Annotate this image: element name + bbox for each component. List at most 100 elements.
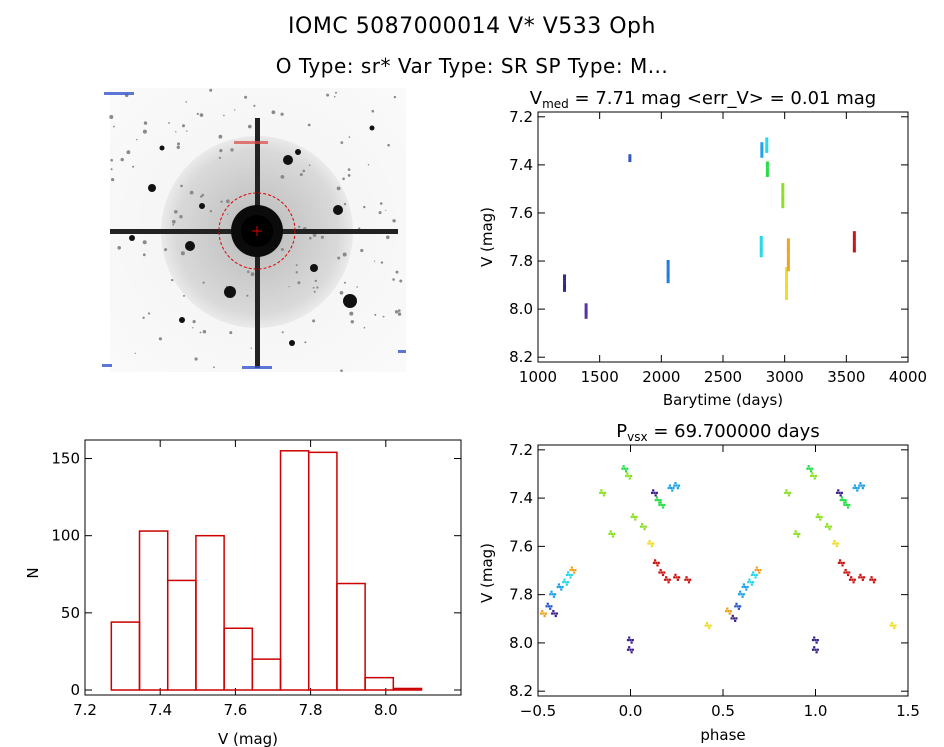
lightcurve-point	[781, 186, 785, 189]
lightcurve-point	[765, 150, 769, 153]
phased-point	[574, 569, 577, 572]
lightcurve-point	[628, 154, 632, 157]
lightcurve-point	[563, 276, 567, 279]
phased-point	[562, 581, 565, 584]
lightcurve-point	[786, 251, 790, 254]
lightcurve-point	[781, 198, 785, 201]
background-star	[177, 142, 180, 146]
phased-point	[806, 467, 809, 470]
phased-point	[629, 648, 632, 651]
phased-point	[599, 491, 602, 494]
phased-point	[784, 491, 787, 494]
phased-point	[729, 610, 732, 613]
phased-point	[848, 578, 852, 581]
phased-point	[659, 568, 662, 572]
phased-point	[709, 624, 712, 627]
phased-point	[787, 494, 790, 497]
background-star	[350, 320, 354, 324]
phased-point	[788, 491, 792, 494]
phased-point	[655, 491, 658, 494]
phased-point	[748, 578, 751, 581]
phased-point	[654, 494, 657, 497]
background-star	[339, 291, 344, 295]
background-star	[253, 104, 256, 107]
phased-point	[832, 542, 835, 545]
lightcurve-point	[785, 276, 789, 279]
phased-point	[552, 595, 555, 598]
lightcurve-xtick-label: 2500	[704, 368, 742, 386]
phased-point	[843, 571, 846, 574]
phased-point	[665, 576, 668, 579]
phased-point	[833, 539, 836, 543]
phased-point	[673, 576, 676, 579]
histogram-ytick-label: 0	[70, 681, 80, 699]
background-star	[378, 211, 382, 215]
background-star	[199, 331, 202, 334]
phased-point	[629, 474, 633, 478]
lightcurve-point	[584, 303, 588, 306]
phased-point	[750, 573, 754, 577]
lightcurve-point	[759, 245, 763, 248]
lightcurve-xtick-label: 2000	[642, 368, 680, 386]
phased-point	[728, 612, 731, 615]
background-star	[132, 165, 135, 168]
background-star	[136, 138, 138, 141]
lightcurve-point	[785, 296, 789, 299]
lightcurve-point	[785, 284, 789, 287]
phased-point	[601, 491, 604, 494]
phased-point	[816, 648, 819, 651]
lightcurve-point	[765, 167, 769, 170]
phased-point	[753, 573, 756, 577]
phased-point	[838, 491, 841, 494]
phased-point	[655, 496, 659, 499]
background-star	[227, 213, 229, 215]
lightcurve-point	[666, 275, 670, 278]
phased-ytick-label: 7.6	[509, 537, 533, 555]
phased-point	[648, 539, 651, 543]
phased-point	[737, 607, 740, 610]
phased-point	[661, 573, 665, 577]
phased-point	[843, 503, 846, 507]
lightcurve-point	[852, 250, 856, 253]
histogram-ytick-label: 50	[61, 604, 80, 622]
background-star	[176, 145, 180, 149]
phased-point	[652, 542, 655, 545]
phased-point	[742, 593, 745, 596]
phased-point	[559, 585, 562, 589]
phased-point	[750, 583, 753, 586]
background-star	[314, 279, 317, 283]
histogram-bar	[195, 534, 225, 691]
background-star	[394, 310, 399, 314]
phased-point	[635, 515, 638, 519]
lightcurve-point	[584, 307, 588, 310]
background-star	[280, 175, 285, 179]
lightcurve-point	[786, 242, 790, 245]
phased-point	[730, 617, 733, 620]
phased-point	[631, 513, 634, 516]
phased-point	[677, 484, 681, 487]
phased-point	[658, 503, 661, 507]
background-star	[213, 366, 215, 369]
lightcurve-point	[852, 235, 856, 238]
background-star	[312, 233, 317, 237]
lightcurve-point	[666, 273, 670, 276]
finder-chart-image	[102, 88, 406, 372]
phased-point	[845, 571, 848, 574]
lightcurve-xtick-label: 1500	[581, 368, 619, 386]
lightcurve-point	[765, 174, 769, 177]
phased-point	[621, 467, 624, 470]
phased-point	[600, 489, 603, 492]
phased-point	[814, 474, 818, 478]
background-star	[142, 240, 147, 245]
lightcurve-point	[781, 192, 785, 195]
phased-point	[786, 491, 789, 494]
phased-point	[628, 477, 631, 480]
phased-point	[707, 624, 710, 627]
phased-point	[860, 484, 863, 487]
phased-point	[624, 470, 628, 473]
background-star	[380, 261, 384, 264]
lightcurve-point	[628, 160, 632, 163]
phased-point	[676, 487, 679, 490]
phased-point	[834, 542, 837, 545]
phased-point	[630, 651, 633, 654]
